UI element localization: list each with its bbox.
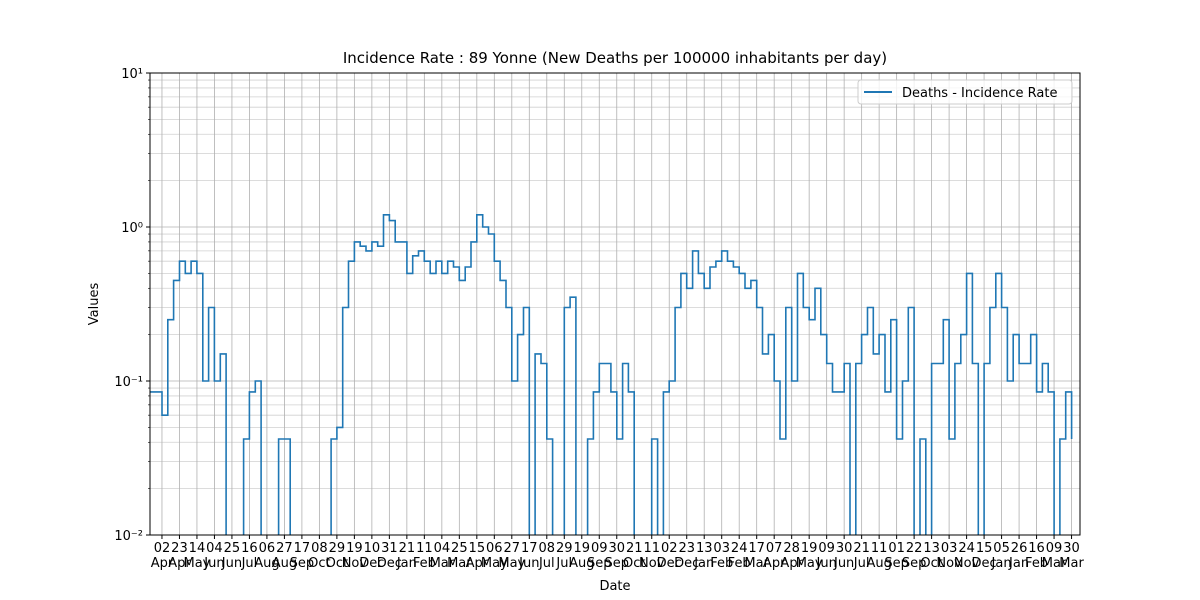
x-tick-label: 06 Aug [254, 541, 279, 571]
x-axis-label: Date [599, 579, 630, 594]
x-tick-label: 28 Apr [780, 541, 803, 571]
series-line [150, 214, 1073, 535]
x-tick-label: 23 Apr [168, 541, 191, 571]
x-tick-label: 05 Jan [991, 541, 1012, 571]
x-tick-label: 09 Mar [1042, 541, 1067, 571]
x-tick-label: 13 Oct [920, 541, 942, 571]
x-tick-label: 08 Jul [538, 541, 555, 571]
x-tick-label: 19 May [796, 541, 823, 571]
x-tick-label: 29 Oct [326, 541, 348, 571]
y-tick-label: 10⁻¹ [114, 375, 143, 390]
x-tick-label: 09 Sep [587, 541, 612, 571]
y-tick-label: 10¹ [121, 67, 143, 82]
x-tick-label: 19 Nov [342, 541, 368, 571]
x-tick-label: 30 Sep [604, 541, 629, 571]
x-tick-label: 14 May [184, 541, 211, 571]
x-tick-label: 02 Dec [657, 541, 682, 571]
x-tick-label: 23 Dec [674, 541, 699, 571]
x-tick-label: 21 Jan [396, 541, 417, 571]
chart-title: Incidence Rate : 89 Yonne (New Deaths pe… [343, 49, 887, 67]
x-tick-label: 06 May [481, 541, 508, 571]
x-tick-label: 02 Apr [151, 541, 174, 571]
x-tick-label: 08 Oct [308, 541, 330, 571]
x-tick-label: 27 May [498, 541, 525, 571]
x-tick-label: 11 Aug [866, 541, 891, 571]
x-tick-label: 19 Aug [569, 541, 594, 571]
x-tick-label: 30 Mar [1059, 541, 1084, 571]
x-tick-label: 01 Sep [884, 541, 909, 571]
x-tick-label: 11 Nov [639, 541, 665, 571]
x-tick-label: 16 Feb [1025, 541, 1048, 571]
y-tick-label: 10⁰ [121, 221, 143, 236]
x-tick-label: 24 Nov [954, 541, 980, 571]
x-tick-label: 15 Apr [466, 541, 489, 571]
x-tick-label: 30 Jun [833, 541, 854, 571]
x-tick-label: 27 Aug [272, 541, 297, 571]
x-tick-label: 04 Jun [203, 541, 224, 571]
x-tick-label: 15 Dec [972, 541, 997, 571]
x-tick-label: 03 Feb [710, 541, 733, 571]
x-tick-label: 17 Sep [290, 541, 315, 571]
x-tick-label: 17 Mar [744, 541, 769, 571]
x-tick-label: 29 Jul [555, 541, 572, 571]
x-tick-label: 17 Jun [518, 541, 539, 571]
x-tick-label: 24 Feb [728, 541, 751, 571]
x-tick-label: 31 Dec [377, 541, 402, 571]
y-axis-label: Values [87, 283, 102, 326]
x-tick-label: 10 Dec [359, 541, 384, 571]
x-tick-label: 09 Jun [816, 541, 837, 571]
grid [150, 72, 1080, 536]
y-tick-label: 10⁻² [114, 529, 143, 544]
x-tick-label: 21 Oct [623, 541, 645, 571]
x-tick-label: 04 Mar [430, 541, 455, 571]
legend-box [857, 79, 1073, 105]
legend-label: Deaths - Incidence Rate [902, 86, 1057, 101]
x-tick-label: 21 Jul [853, 541, 870, 571]
x-tick-label: 07 Apr [763, 541, 786, 571]
x-tick-label: 26 Jan [1008, 541, 1029, 571]
plot-frame [149, 72, 1081, 536]
x-tick-label: 13 Jan [693, 541, 714, 571]
x-tick-label: 03 Nov [936, 541, 962, 571]
x-tick-label: 25 Jun [221, 541, 242, 571]
x-tick-label: 11 Feb [413, 541, 436, 571]
x-tick-label: 25 Mar [447, 541, 472, 571]
x-tick-label: 16 Jul [241, 541, 258, 571]
x-tick-label: 22 Sep [902, 541, 927, 571]
